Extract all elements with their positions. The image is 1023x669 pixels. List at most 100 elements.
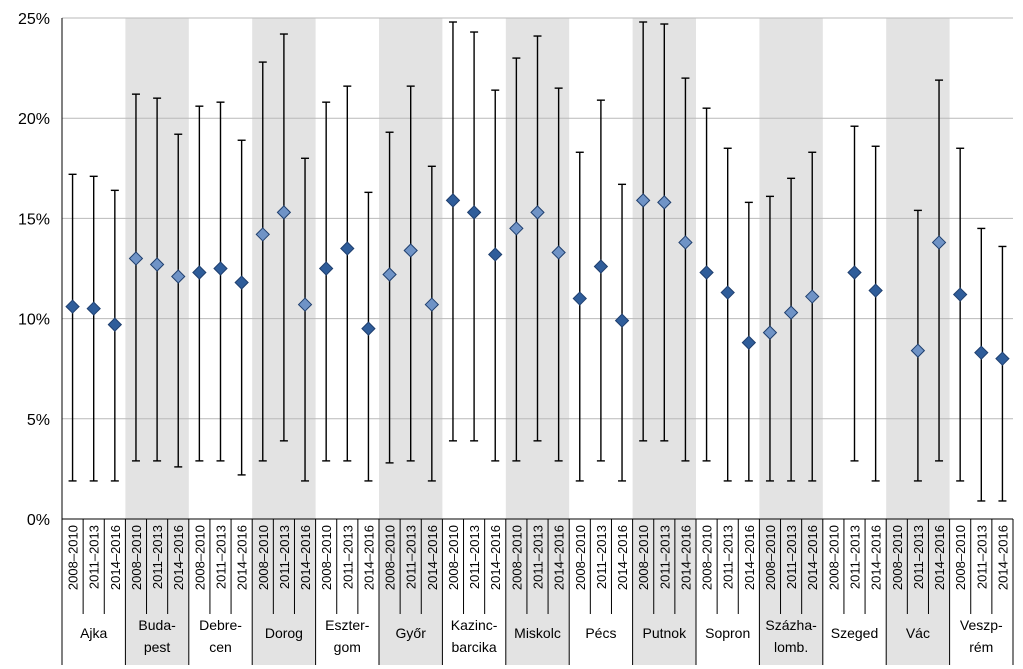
city-label: Veszp- <box>960 617 1003 633</box>
city-label: Vác <box>906 625 930 641</box>
data-point <box>910 343 926 358</box>
city-label: lomb. <box>774 639 808 655</box>
data-point <box>593 259 609 274</box>
city-label: Szeged <box>831 625 878 641</box>
period-label: 2008–2010 <box>192 525 207 590</box>
axes <box>61 18 1014 665</box>
data-point <box>65 299 80 314</box>
data-point <box>318 261 334 276</box>
period-label: 2014–2016 <box>995 525 1010 590</box>
period-label: 2011–2013 <box>467 525 482 589</box>
data-point <box>635 193 651 208</box>
period-label: 2014–2016 <box>869 525 884 590</box>
period-label: 2008–2010 <box>256 525 271 590</box>
data-point <box>361 321 376 336</box>
data-point <box>255 227 270 242</box>
data-point <box>107 317 123 332</box>
period-label: 2011–2013 <box>594 525 609 589</box>
city-label: Buda- <box>138 617 176 633</box>
city-label: Kazinc- <box>451 617 498 633</box>
data-point <box>403 243 418 258</box>
data-point <box>149 257 165 272</box>
data-point <box>424 297 440 312</box>
y-tick-label: 15% <box>18 211 50 228</box>
period-label: 2008–2010 <box>700 525 715 590</box>
data-point <box>699 265 714 280</box>
axis-labels: 0% 5% 10% 15% 20% 25% 2008–2010 2011–2013 2014–2… <box>18 11 1010 655</box>
data-point <box>382 267 397 282</box>
data-point <box>741 335 757 350</box>
data-point <box>720 285 735 300</box>
period-label: 2008–2010 <box>636 525 651 590</box>
data-point <box>572 291 587 306</box>
city-label: Dorog <box>265 625 303 641</box>
period-label: 2011–2013 <box>657 525 672 589</box>
period-label: 2014–2016 <box>615 525 630 590</box>
data-point <box>952 287 968 302</box>
period-label: 2014–2016 <box>108 525 123 590</box>
city-label: Győr <box>396 625 427 641</box>
data-point <box>805 289 820 304</box>
data-point <box>974 345 989 360</box>
data-point <box>171 269 186 284</box>
city-label: cen <box>209 639 232 655</box>
city-label: Ajka <box>80 625 107 641</box>
city-label: gom <box>334 639 361 655</box>
city-label: Debre- <box>199 617 242 633</box>
period-label: 2014–2016 <box>552 525 567 590</box>
period-label: 2014–2016 <box>742 525 757 590</box>
period-label: 2014–2016 <box>298 525 313 590</box>
period-label: 2008–2010 <box>319 525 334 590</box>
period-label: 2014–2016 <box>425 525 440 590</box>
period-label: 2011–2013 <box>848 525 863 589</box>
period-label: 2014–2016 <box>805 525 820 590</box>
period-label: 2008–2010 <box>763 525 778 590</box>
data-point <box>128 251 144 266</box>
data-point <box>678 235 693 250</box>
period-label: 2014–2016 <box>361 525 376 590</box>
period-label: 2011–2013 <box>404 525 419 589</box>
period-label: 2008–2010 <box>446 525 461 590</box>
data-point <box>657 195 672 210</box>
period-label: 2011–2013 <box>721 525 736 589</box>
period-label: 2014–2016 <box>235 525 250 590</box>
period-label: 2011–2013 <box>784 525 799 589</box>
period-label: 2011–2013 <box>150 525 165 589</box>
y-tick-label: 20% <box>18 111 50 128</box>
data-point <box>551 245 566 260</box>
period-label: 2008–2010 <box>953 525 968 590</box>
data-point <box>234 275 249 290</box>
y-tick-label: 5% <box>27 412 50 429</box>
data-point <box>868 283 883 298</box>
y-tick-label: 25% <box>18 11 50 28</box>
data-point <box>762 325 778 340</box>
period-label: 2008–2010 <box>383 525 398 590</box>
city-label: Miskolc <box>514 625 561 641</box>
data-point <box>466 205 482 220</box>
data-point <box>530 205 545 220</box>
data-point <box>213 261 228 276</box>
city-label: Putnok <box>643 625 688 641</box>
city-label: Eszter- <box>325 617 370 633</box>
period-label: 2008–2010 <box>129 525 144 590</box>
period-label: 2011–2013 <box>214 525 229 589</box>
data-point <box>445 193 461 208</box>
period-label: 2011–2013 <box>531 525 546 589</box>
period-label: 2014–2016 <box>488 525 503 590</box>
period-label: 2011–2013 <box>277 525 292 589</box>
y-tick-label: 10% <box>18 312 50 329</box>
data-point <box>509 221 524 236</box>
city-label: pest <box>144 639 171 655</box>
data-point <box>86 301 101 316</box>
data-point <box>995 351 1010 366</box>
period-label: 2011–2013 <box>911 525 926 589</box>
data-point <box>614 313 630 328</box>
data-point <box>192 265 207 280</box>
period-label: 2014–2016 <box>678 525 693 590</box>
data-point <box>783 305 799 320</box>
city-label: Pécs <box>585 625 616 641</box>
data-point <box>931 235 947 250</box>
city-label: Százha- <box>765 617 817 633</box>
